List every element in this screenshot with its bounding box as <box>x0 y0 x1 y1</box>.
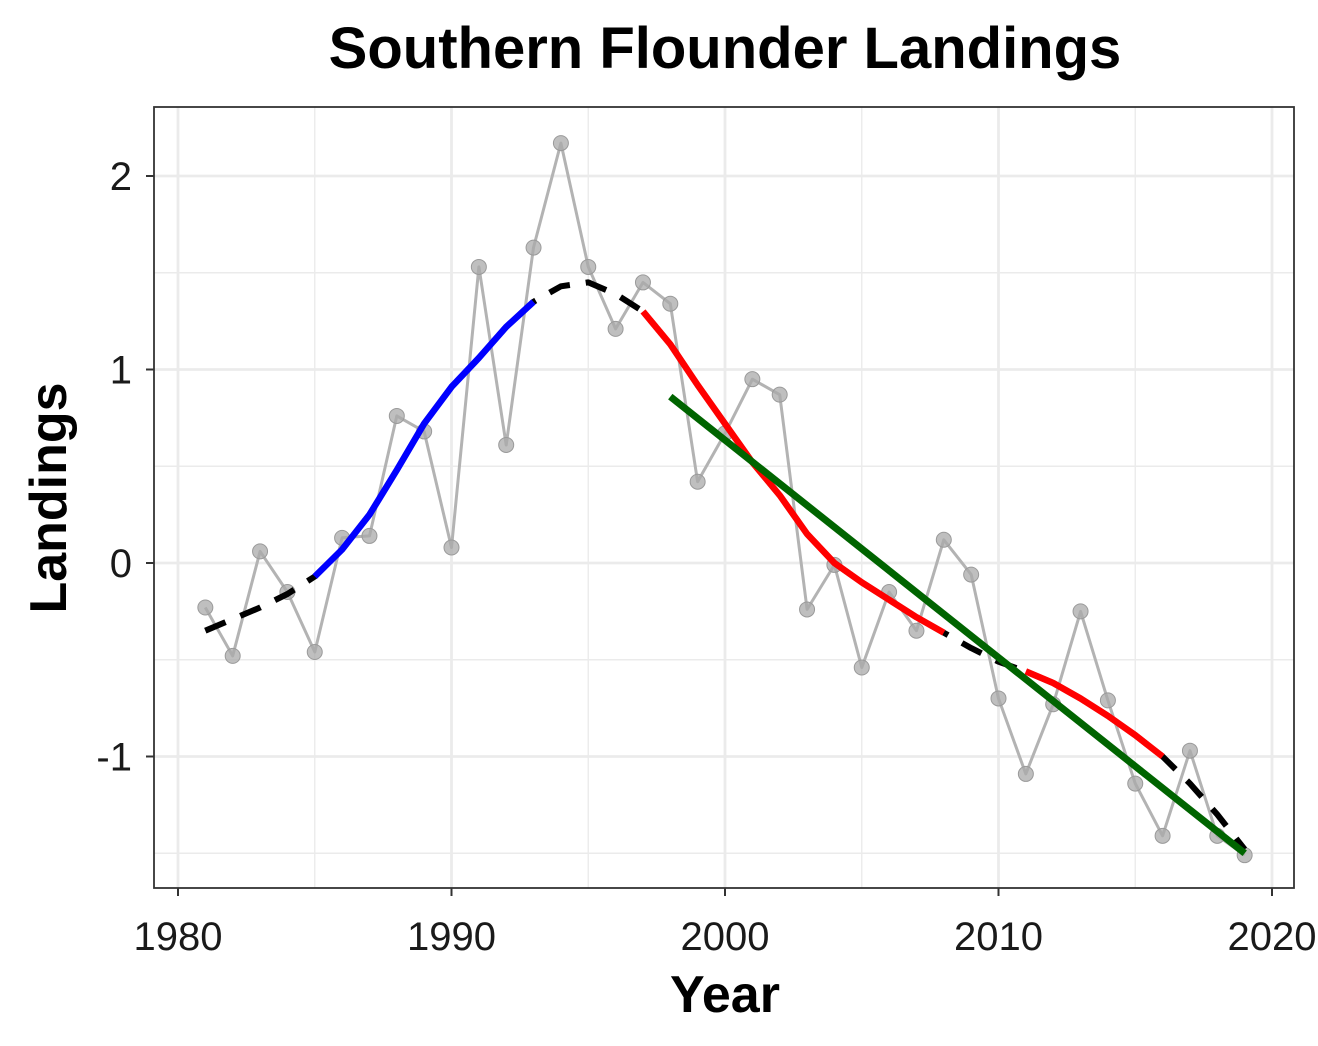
chart-title: Southern Flounder Landings <box>329 16 1122 81</box>
observed-point <box>443 539 460 556</box>
y-axis-label: Landings <box>20 382 78 613</box>
observed-point <box>361 527 378 544</box>
observed-point <box>607 320 624 337</box>
observed-point <box>306 644 323 661</box>
x-tick-label: 1990 <box>407 915 496 959</box>
observed-point <box>498 436 515 453</box>
observed-point <box>580 258 597 275</box>
observed-point <box>744 371 761 388</box>
observed-point <box>525 239 542 256</box>
y-tick-label: 1 <box>110 349 132 393</box>
observed-point <box>908 622 925 639</box>
x-tick-label: 2020 <box>1228 915 1317 959</box>
x-axis: 1980 1990 2000 2010 2020 <box>134 888 1317 959</box>
observed-point <box>935 531 952 548</box>
decreasing-segment <box>1024 668 1165 760</box>
observed-point <box>990 690 1007 707</box>
observed-point <box>224 647 241 664</box>
observed-point <box>963 566 980 583</box>
y-tick-label: 0 <box>110 542 132 586</box>
observed-point <box>799 601 816 618</box>
observed-point <box>1127 775 1144 792</box>
observed-point <box>853 659 870 676</box>
decreasing-segment <box>640 309 946 636</box>
observed-point <box>197 599 214 616</box>
x-tick-label: 2010 <box>954 915 1043 959</box>
y-tick-label: 2 <box>110 155 132 199</box>
observed-point <box>1099 692 1116 709</box>
observed-point <box>1154 827 1171 844</box>
y-axis: -1 0 1 2 <box>96 155 154 780</box>
observed-point <box>771 386 788 403</box>
observed-point <box>634 274 651 291</box>
observed-point <box>388 407 405 424</box>
x-tick-label: 1980 <box>134 915 223 959</box>
observed-point <box>552 135 569 152</box>
observed-point <box>1072 603 1089 620</box>
observed-point <box>662 295 679 312</box>
x-tick-label: 2000 <box>681 915 770 959</box>
observed-point <box>470 258 487 275</box>
plot-series <box>197 135 1253 864</box>
observed-point <box>252 543 269 560</box>
linear-trend-line <box>668 393 1247 857</box>
grid <box>154 107 1294 888</box>
y-tick-label: -1 <box>96 736 132 780</box>
observed-point <box>1181 742 1198 759</box>
x-axis-label: Year <box>670 966 780 1024</box>
increasing-segment <box>312 299 536 579</box>
observed-point <box>689 473 706 490</box>
observed-point <box>1017 765 1034 782</box>
